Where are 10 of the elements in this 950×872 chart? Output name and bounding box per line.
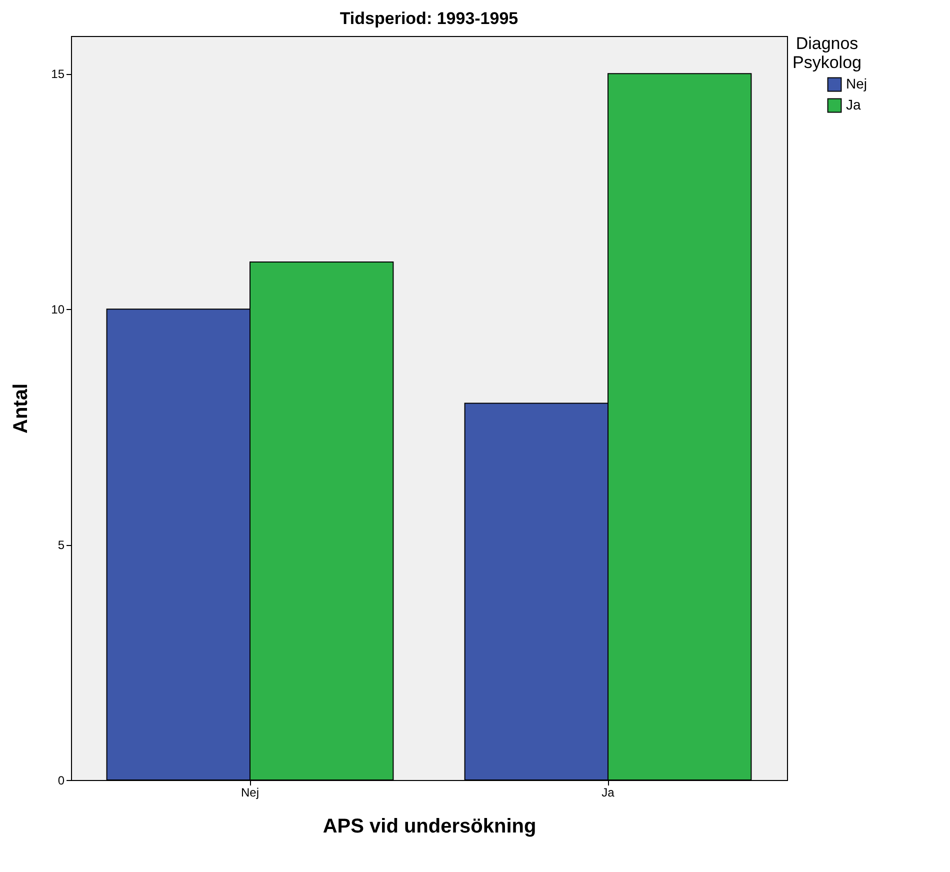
y-tick-label: 5	[58, 538, 65, 552]
legend-label: Nej	[846, 76, 868, 92]
y-axis-title: Antal	[10, 384, 32, 434]
y-tick-label: 15	[51, 67, 65, 82]
y-tick-label: 10	[51, 302, 65, 317]
chart-title: Tidsperiod: 1993-1995	[340, 9, 518, 28]
legend-label: Ja	[846, 96, 861, 112]
y-tick-label: 0	[58, 774, 65, 788]
legend-title: Diagnos Psykolog	[792, 34, 862, 72]
x-axis-title: APS vid undersökning	[322, 816, 536, 838]
